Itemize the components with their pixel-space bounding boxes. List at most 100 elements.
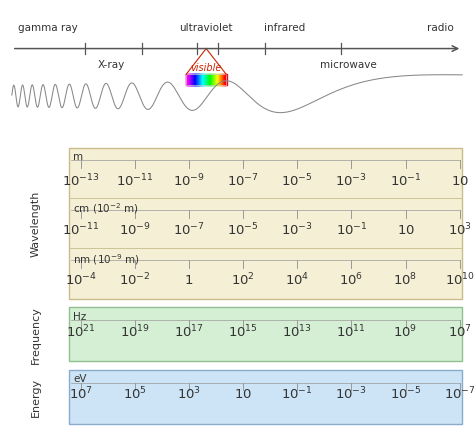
Text: $10^{-4}$: $10^{-4}$ — [64, 271, 97, 288]
Bar — [222, 75, 223, 86]
Bar — [200, 75, 201, 86]
Text: $10^{15}$: $10^{15}$ — [228, 322, 258, 339]
Bar — [218, 75, 219, 86]
Bar — [219, 75, 220, 86]
Bar — [192, 75, 193, 86]
Bar — [186, 75, 187, 86]
Text: $10^{4}$: $10^{4}$ — [285, 271, 310, 288]
Bar — [205, 75, 206, 86]
Text: $10^{-9}$: $10^{-9}$ — [173, 172, 205, 189]
Text: $10^{8}$: $10^{8}$ — [393, 271, 418, 288]
Bar — [198, 75, 199, 86]
Text: X-ray: X-ray — [98, 60, 125, 70]
Text: $10^{-5}$: $10^{-5}$ — [282, 172, 313, 189]
Bar — [189, 75, 190, 86]
Bar — [208, 75, 209, 86]
Bar — [218, 75, 219, 86]
Bar — [201, 75, 202, 86]
Bar — [206, 75, 207, 86]
Text: m: m — [73, 152, 83, 162]
Bar — [193, 75, 194, 86]
Text: $10^{9}$: $10^{9}$ — [393, 322, 418, 339]
Bar — [202, 75, 203, 86]
Text: $10^{-3}$: $10^{-3}$ — [282, 221, 313, 238]
Bar — [219, 75, 220, 86]
Text: visible: visible — [191, 63, 222, 73]
Bar — [226, 75, 227, 86]
Text: $10^{-1}$: $10^{-1}$ — [336, 221, 367, 238]
Bar — [216, 75, 217, 86]
Bar — [203, 75, 204, 86]
Bar — [199, 75, 200, 86]
Text: eV: eV — [73, 373, 87, 383]
Text: $10^{6}$: $10^{6}$ — [339, 271, 364, 288]
Bar — [191, 75, 192, 86]
Bar — [191, 75, 192, 86]
Bar — [215, 75, 216, 86]
Text: $10^{-11}$: $10^{-11}$ — [62, 221, 100, 238]
Bar — [205, 75, 206, 86]
Text: $10^{-1}$: $10^{-1}$ — [390, 172, 421, 189]
Bar — [201, 75, 202, 86]
Text: $10^{2}$: $10^{2}$ — [231, 271, 255, 288]
Bar — [204, 75, 205, 86]
Text: $10^{-7}$: $10^{-7}$ — [227, 172, 259, 189]
Bar — [204, 75, 205, 86]
Bar — [197, 75, 198, 86]
Bar — [211, 75, 212, 86]
Bar — [215, 75, 216, 86]
Bar — [198, 75, 199, 86]
Bar — [217, 75, 218, 86]
Text: $10^{19}$: $10^{19}$ — [119, 322, 150, 339]
Bar — [223, 75, 224, 86]
Text: $10^{17}$: $10^{17}$ — [174, 322, 204, 339]
Text: $10^{11}$: $10^{11}$ — [337, 322, 366, 339]
Text: Wavelength: Wavelength — [30, 190, 41, 257]
Bar — [200, 75, 201, 86]
Bar — [189, 75, 190, 86]
Text: $10$: $10$ — [397, 223, 415, 236]
Text: $10^{-3}$: $10^{-3}$ — [336, 385, 367, 402]
Bar — [194, 75, 195, 86]
Bar — [196, 75, 197, 86]
Bar — [211, 75, 212, 86]
Bar — [195, 75, 196, 86]
Bar — [69, 148, 462, 299]
Text: gamma ray: gamma ray — [18, 23, 77, 33]
Bar — [203, 75, 204, 86]
Bar — [204, 75, 205, 86]
Text: $10^{21}$: $10^{21}$ — [65, 322, 96, 339]
Bar — [208, 75, 209, 86]
Bar — [196, 75, 197, 86]
Bar — [217, 75, 218, 86]
Text: $10^{-2}$: $10^{-2}$ — [119, 271, 151, 288]
Text: $10^{10}$: $10^{10}$ — [445, 271, 474, 288]
Bar — [212, 75, 213, 86]
Text: $10^{-11}$: $10^{-11}$ — [116, 172, 154, 189]
Text: $10^{13}$: $10^{13}$ — [282, 322, 312, 339]
Bar — [212, 75, 213, 86]
Text: $10^{-1}$: $10^{-1}$ — [282, 385, 313, 402]
Bar — [221, 75, 222, 86]
Text: $10^{5}$: $10^{5}$ — [123, 385, 147, 402]
Bar — [193, 75, 194, 86]
Bar — [218, 75, 219, 86]
Text: $10^{-9}$: $10^{-9}$ — [119, 221, 151, 238]
Bar — [188, 75, 189, 86]
Bar — [225, 75, 226, 86]
Bar — [187, 75, 188, 86]
Text: infrared: infrared — [264, 23, 305, 33]
Text: $10$: $10$ — [234, 387, 252, 400]
Bar — [188, 75, 189, 86]
Bar — [217, 75, 218, 86]
Bar — [212, 75, 213, 86]
Bar — [224, 75, 225, 86]
Text: $10$: $10$ — [451, 174, 469, 187]
Text: $10^{7}$: $10^{7}$ — [69, 385, 92, 402]
Bar — [187, 75, 188, 86]
Text: $10^{-5}$: $10^{-5}$ — [227, 221, 259, 238]
Text: $10^{7}$: $10^{7}$ — [448, 322, 472, 339]
Bar — [220, 75, 221, 86]
Text: ultraviolet: ultraviolet — [180, 23, 233, 33]
Bar — [214, 75, 215, 86]
